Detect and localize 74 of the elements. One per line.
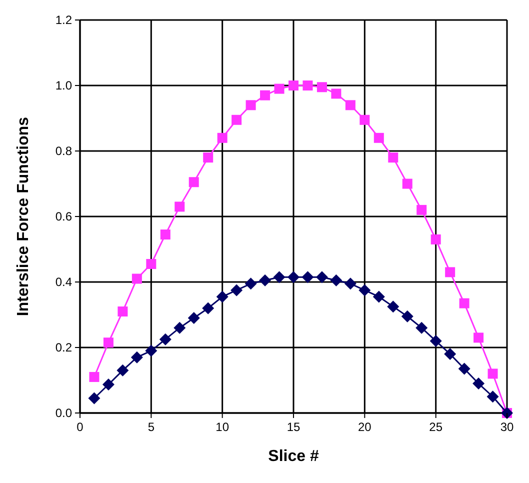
x-tick-label: 10 bbox=[216, 420, 230, 434]
point bbox=[217, 132, 228, 143]
point bbox=[146, 258, 156, 269]
point bbox=[202, 302, 214, 314]
point bbox=[444, 348, 456, 360]
point bbox=[103, 338, 114, 348]
point bbox=[445, 267, 456, 278]
point bbox=[388, 152, 398, 163]
point bbox=[145, 344, 158, 357]
point bbox=[130, 351, 143, 364]
y-tick-label: 0.4 bbox=[55, 275, 72, 289]
point bbox=[302, 271, 314, 284]
point bbox=[401, 310, 414, 322]
point bbox=[416, 204, 427, 215]
point bbox=[302, 80, 313, 90]
y-tick-label: 0.8 bbox=[55, 144, 72, 158]
y-tick-label: 0.0 bbox=[55, 406, 72, 420]
point bbox=[260, 90, 270, 100]
point bbox=[288, 80, 298, 90]
y-axis-title: Interslice Force Functions bbox=[15, 116, 32, 316]
point bbox=[174, 322, 186, 334]
point bbox=[430, 234, 441, 244]
point bbox=[288, 271, 300, 284]
y-tick-label: 0.6 bbox=[55, 210, 72, 224]
point bbox=[488, 368, 498, 379]
point bbox=[402, 178, 412, 189]
point bbox=[274, 84, 284, 94]
point bbox=[216, 290, 228, 303]
point bbox=[330, 274, 342, 286]
x-tick-label: 0 bbox=[76, 420, 84, 434]
point bbox=[344, 278, 356, 290]
point bbox=[188, 312, 200, 324]
point bbox=[458, 362, 470, 375]
point bbox=[88, 392, 100, 404]
point bbox=[472, 378, 485, 390]
point bbox=[459, 298, 470, 308]
point bbox=[331, 88, 342, 99]
point bbox=[372, 290, 385, 303]
point bbox=[345, 100, 356, 110]
point bbox=[244, 278, 257, 290]
point bbox=[89, 372, 100, 382]
point bbox=[273, 271, 286, 284]
point bbox=[387, 300, 400, 313]
point bbox=[230, 284, 243, 296]
x-tick-label: 15 bbox=[286, 420, 300, 434]
point bbox=[188, 177, 199, 188]
point bbox=[203, 152, 214, 163]
x-tick-label: 25 bbox=[429, 420, 443, 434]
y-tick-label: 1.0 bbox=[55, 78, 72, 92]
point bbox=[132, 274, 142, 284]
point bbox=[486, 390, 499, 403]
point bbox=[232, 114, 242, 125]
point bbox=[116, 364, 129, 376]
point bbox=[474, 332, 484, 343]
point bbox=[374, 132, 384, 143]
point bbox=[118, 306, 128, 316]
point bbox=[102, 378, 114, 391]
point bbox=[416, 322, 428, 334]
x-tick-label: 20 bbox=[358, 420, 372, 434]
y-tick-label: 0.2 bbox=[55, 340, 72, 354]
point bbox=[246, 100, 256, 110]
point bbox=[360, 114, 370, 125]
x-tick-label: 5 bbox=[148, 420, 155, 434]
point bbox=[259, 274, 272, 286]
point bbox=[160, 230, 170, 240]
point bbox=[316, 82, 327, 92]
point bbox=[358, 284, 371, 296]
point bbox=[316, 271, 328, 284]
point bbox=[174, 202, 185, 212]
point bbox=[159, 333, 172, 346]
y-tick-label: 1.2 bbox=[55, 13, 72, 27]
x-tick-label: 30 bbox=[500, 420, 514, 434]
x-axis-title: Slice # bbox=[268, 448, 319, 465]
point bbox=[430, 334, 442, 347]
